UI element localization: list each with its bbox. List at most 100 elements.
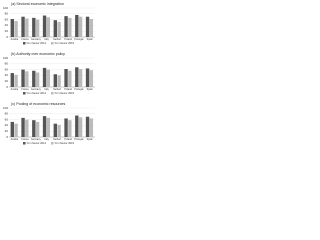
x-tick-label: Poland xyxy=(64,38,72,41)
x-tick-label: Italy xyxy=(44,38,49,41)
bar xyxy=(25,71,29,87)
x-tick-label: Austria xyxy=(11,38,19,41)
bar xyxy=(32,17,36,37)
y-tick-label: 40 xyxy=(5,73,9,77)
bar xyxy=(42,116,47,137)
bar xyxy=(42,67,47,87)
x-tick-label: Poland xyxy=(64,88,72,91)
x-tick-label: Spain xyxy=(87,88,94,91)
chart-title: (c) Pooling of economic resources xyxy=(11,102,66,106)
bar xyxy=(57,124,61,137)
bar xyxy=(53,20,57,37)
bar xyxy=(57,75,61,87)
y-tick-label: 20 xyxy=(5,129,9,133)
x-tick-label: Poland xyxy=(64,138,72,141)
bar xyxy=(85,116,90,137)
bar xyxy=(46,17,51,37)
bar xyxy=(14,74,18,87)
bar xyxy=(89,118,94,137)
bar xyxy=(35,19,40,37)
bar xyxy=(64,69,68,87)
x-tick-label: Italy xyxy=(44,138,49,141)
bar xyxy=(89,19,94,37)
bar xyxy=(14,21,18,37)
legend-swatch xyxy=(23,92,26,95)
bar xyxy=(85,16,90,37)
bar xyxy=(78,117,83,137)
x-tick-label: Germany xyxy=(31,38,42,41)
legend-swatch xyxy=(51,142,54,145)
bar xyxy=(64,16,68,37)
bar xyxy=(53,74,57,87)
y-tick-label: 20 xyxy=(5,29,9,33)
bar xyxy=(57,21,61,37)
chart-title: (a) Sectoral economic integration xyxy=(11,2,64,6)
x-tick-label: Italy xyxy=(44,88,49,91)
bar xyxy=(42,15,47,37)
bar xyxy=(35,121,40,137)
y-tick-label: 0 xyxy=(6,85,8,89)
bar xyxy=(68,120,72,137)
y-tick-label: 100 xyxy=(3,6,8,10)
bar xyxy=(46,69,51,87)
bar xyxy=(35,72,40,87)
bar xyxy=(78,16,83,37)
legend-swatch xyxy=(23,42,26,45)
legend-label: % in favour 2019 xyxy=(55,41,75,45)
x-tick-label: Netherl. xyxy=(53,138,62,141)
y-tick-label: 80 xyxy=(5,12,9,16)
x-tick-label: Portugal xyxy=(74,38,83,41)
bar xyxy=(75,67,79,87)
legend-label: % in favour 2019 xyxy=(55,141,75,145)
bar xyxy=(46,117,51,137)
y-tick-label: 20 xyxy=(5,79,9,83)
bar xyxy=(10,121,14,137)
x-tick-label: Portugal xyxy=(74,138,83,141)
chart-title: (b) Authority over economic policy xyxy=(11,52,65,56)
y-tick-label: 60 xyxy=(5,17,9,21)
bar xyxy=(14,123,18,137)
bar xyxy=(32,120,36,137)
legend-label: % in favour 2014 xyxy=(27,91,47,95)
x-tick-label: Austria xyxy=(11,138,19,141)
x-tick-label: France xyxy=(21,138,29,141)
x-tick-label: Germany xyxy=(31,138,42,141)
x-tick-label: France xyxy=(21,38,29,41)
legend-label: % in favour 2019 xyxy=(55,91,75,95)
bar xyxy=(32,70,36,87)
x-tick-label: Germany xyxy=(31,88,42,91)
bar xyxy=(21,16,25,37)
bar xyxy=(25,18,29,37)
y-tick-label: 80 xyxy=(5,62,9,66)
y-tick-label: 40 xyxy=(5,123,9,127)
legend-label: % in favour 2014 xyxy=(27,41,47,45)
bar xyxy=(21,117,25,137)
x-tick-label: Austria xyxy=(11,88,19,91)
legend-swatch xyxy=(23,142,26,145)
bar xyxy=(89,70,94,87)
y-tick-label: 60 xyxy=(5,117,9,121)
legend-swatch xyxy=(51,42,54,45)
bar xyxy=(68,17,72,37)
y-tick-label: 100 xyxy=(3,106,8,110)
bar xyxy=(75,115,79,137)
x-tick-label: Netherl. xyxy=(53,88,62,91)
y-tick-label: 60 xyxy=(5,67,9,71)
y-tick-label: 100 xyxy=(3,56,8,60)
bar xyxy=(25,119,29,137)
bar xyxy=(53,123,57,137)
x-tick-label: Spain xyxy=(87,38,94,41)
y-tick-label: 0 xyxy=(6,35,8,39)
x-tick-label: Spain xyxy=(87,138,94,141)
x-tick-label: Netherl. xyxy=(53,38,62,41)
bar xyxy=(64,118,68,137)
y-tick-label: 0 xyxy=(6,135,8,139)
bar xyxy=(85,68,90,87)
bar xyxy=(75,14,79,38)
bar xyxy=(10,73,14,87)
bar xyxy=(78,69,83,87)
x-tick-label: France xyxy=(21,88,29,91)
legend-label: % in favour 2014 xyxy=(27,141,47,145)
bar xyxy=(21,69,25,87)
bar xyxy=(10,19,14,37)
